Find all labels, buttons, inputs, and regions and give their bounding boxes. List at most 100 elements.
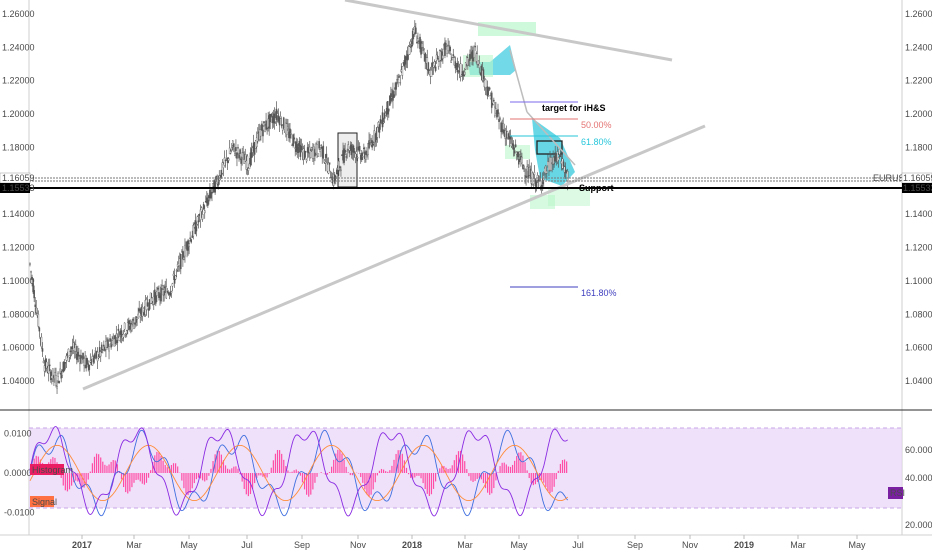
candle-body [220, 169, 223, 178]
support-price-left: 1.15533 [2, 183, 35, 193]
histogram-bar [459, 450, 462, 473]
candle-body [397, 79, 399, 83]
histogram-bar [299, 473, 301, 476]
histogram-bar [343, 459, 345, 473]
histogram-bar [227, 468, 229, 473]
candle-body [48, 364, 51, 367]
candle-body [278, 117, 281, 126]
time-tick: 2018 [402, 540, 422, 550]
candle-body [174, 275, 177, 280]
candle-body [514, 144, 517, 148]
candle-body [231, 140, 234, 146]
histogram-bar [256, 473, 258, 479]
candle-body [45, 361, 48, 369]
candle-body [244, 154, 247, 162]
histogram-bar [451, 465, 453, 473]
candle-body [158, 291, 160, 298]
candle-body [292, 134, 294, 147]
histogram-bar [478, 473, 480, 479]
candle-body [108, 346, 110, 352]
candle-body [379, 119, 382, 124]
histogram-bar [272, 460, 274, 473]
candle-body [442, 55, 444, 59]
histogram-bar [279, 450, 281, 473]
candle-body [469, 54, 471, 61]
histogram-bar [532, 473, 534, 486]
histogram-bar [127, 473, 129, 494]
candle-body [41, 348, 44, 352]
histogram-bar [212, 460, 214, 473]
candle-body [499, 118, 501, 120]
candle-body [35, 307, 38, 314]
osc-tick-right: 60.0000 [905, 445, 932, 455]
histogram-bar [297, 471, 299, 473]
candle-body [55, 375, 57, 386]
candle-body [182, 251, 184, 260]
oscillator-axis-ticks: 0.0100 0.0000 -0.0100 60.0000 40.0000 20.0000 [4, 429, 932, 531]
histogram-bar [243, 473, 245, 489]
candle-body [89, 360, 92, 363]
candle-body [417, 38, 419, 42]
candle-body [356, 157, 359, 159]
candle-body [286, 123, 288, 135]
histogram-bar [293, 470, 295, 473]
rsi-band-fill [29, 428, 902, 508]
histogram-bar [435, 473, 437, 482]
histogram-bar [418, 473, 420, 476]
candle-body [65, 355, 68, 361]
candle-body [261, 123, 263, 131]
candle-body [248, 163, 251, 169]
histogram-bar [470, 473, 472, 481]
candle-body [415, 27, 417, 34]
histogram-bar [516, 456, 518, 473]
candle-body [201, 214, 204, 220]
histogram-bar [68, 473, 71, 490]
histogram-bar [270, 467, 272, 473]
candle-body [453, 57, 456, 66]
histogram-bar [501, 462, 503, 473]
histogram-bar [360, 473, 362, 478]
candle-body [191, 235, 194, 238]
oscillator-series: Histogram Signal RSI [29, 426, 905, 517]
histogram-bar [549, 473, 551, 494]
candle-body [323, 160, 326, 163]
candle-body [146, 302, 149, 307]
time-tick: Mar [790, 540, 806, 550]
candle-body [287, 126, 289, 130]
histogram-bar [158, 452, 160, 473]
candle-body [263, 121, 265, 124]
fib-50-label: 50.00% [581, 120, 612, 130]
candle-body [61, 371, 64, 376]
candle-body [37, 313, 40, 327]
candle-body [368, 140, 370, 149]
candle-body [558, 148, 561, 155]
histogram-bar [91, 463, 93, 473]
histogram-bar [387, 471, 389, 473]
histogram-bar [324, 473, 326, 475]
candle-body [56, 385, 58, 389]
price-tick-right: 1.12000 [905, 243, 932, 253]
candle-body [33, 290, 35, 299]
histogram-bar [399, 450, 401, 473]
price-tick-right: 1.18000 [905, 142, 932, 152]
candle-body [236, 152, 238, 159]
candle-body [32, 283, 34, 293]
histogram-bar [164, 464, 166, 473]
histogram-bar [312, 473, 314, 490]
histogram-bar [235, 466, 237, 473]
histogram-bar [480, 473, 482, 480]
histogram-bar [541, 473, 543, 481]
annotations: target for iH&S 50.00% 61.80% 161.80% Suppor… [542, 103, 617, 298]
price-levels [29, 101, 902, 288]
candle-body [482, 69, 485, 80]
histogram-bar [326, 473, 329, 475]
time-axis-ticks: 2017 Mar May Jul Sep Nov 2018 Mar May Jul Sep Nov 20… [72, 535, 866, 550]
candle-body [207, 199, 209, 206]
price-tick-right: 1.04000 [905, 376, 932, 386]
histogram-bar [245, 473, 247, 495]
histogram-bar [85, 473, 87, 486]
candle-body [564, 169, 567, 174]
histogram-bar [162, 460, 164, 473]
candle-body [222, 163, 225, 169]
candle-body [241, 152, 243, 158]
